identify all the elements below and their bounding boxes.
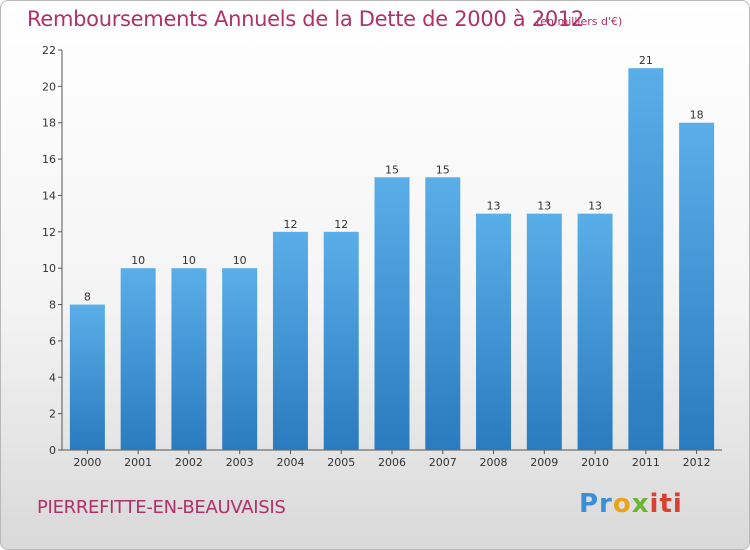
bar-2000 — [69, 304, 105, 450]
bar-value-label: 18 — [690, 109, 704, 122]
x-tick-label: 2008 — [480, 456, 508, 469]
x-tick-label: 2012 — [683, 456, 711, 469]
bar-value-label: 12 — [283, 218, 297, 231]
proxiti-logo: Proxiti — [579, 489, 683, 519]
y-tick-label: 12 — [42, 226, 56, 239]
bar-value-label: 8 — [84, 291, 91, 304]
x-tick-label: 2005 — [327, 456, 355, 469]
bar-2009 — [526, 213, 562, 450]
bar-value-label: 13 — [487, 200, 501, 213]
y-tick-label: 8 — [49, 299, 56, 312]
x-tick-label: 2009 — [530, 456, 558, 469]
bar-2007 — [425, 177, 461, 451]
bar-value-label: 12 — [334, 218, 348, 231]
x-tick-label: 2007 — [429, 456, 457, 469]
bar-value-label: 15 — [385, 163, 399, 176]
y-tick-label: 6 — [49, 335, 56, 348]
bar-value-label: 13 — [537, 200, 551, 213]
bar-value-label: 15 — [436, 163, 450, 176]
y-tick-label: 0 — [49, 444, 56, 457]
bar-value-label: 10 — [233, 254, 247, 267]
chart-title: Remboursements Annuels de la Dette de 20… — [27, 7, 584, 31]
x-tick-label: 2011 — [632, 456, 660, 469]
x-tick-label: 2003 — [226, 456, 254, 469]
bar-2003 — [222, 268, 258, 450]
bar-2010 — [577, 213, 613, 450]
bar-value-label: 10 — [131, 254, 145, 267]
bar-2012 — [679, 122, 715, 451]
city-name: PIERREFITTE-EN-BEAUVAISIS — [37, 497, 286, 518]
y-tick-label: 10 — [42, 262, 56, 275]
bar-2004 — [272, 231, 308, 450]
x-tick-label: 2000 — [73, 456, 101, 469]
chart-subtitle: (en milliers d'€) — [536, 15, 623, 28]
bar-2001 — [120, 268, 156, 450]
bar-2002 — [171, 268, 207, 450]
x-tick-label: 2001 — [124, 456, 152, 469]
bar-value-label: 13 — [588, 200, 602, 213]
bar-2011 — [628, 68, 664, 450]
bar-value-label: 21 — [639, 54, 653, 67]
x-tick-label: 2004 — [276, 456, 304, 469]
y-tick-label: 20 — [42, 80, 56, 93]
bar-value-label: 10 — [182, 254, 196, 267]
x-tick-label: 2002 — [175, 456, 203, 469]
y-tick-label: 4 — [49, 371, 56, 384]
x-tick-label: 2006 — [378, 456, 406, 469]
bar-2006 — [374, 177, 410, 451]
y-tick-label: 2 — [49, 408, 56, 421]
y-tick-label: 16 — [42, 153, 56, 166]
x-tick-label: 2010 — [581, 456, 609, 469]
y-tick-label: 22 — [42, 44, 56, 57]
bar-2005 — [323, 231, 359, 450]
y-tick-label: 14 — [42, 189, 56, 202]
bar-2008 — [476, 213, 512, 450]
y-tick-label: 18 — [42, 117, 56, 130]
